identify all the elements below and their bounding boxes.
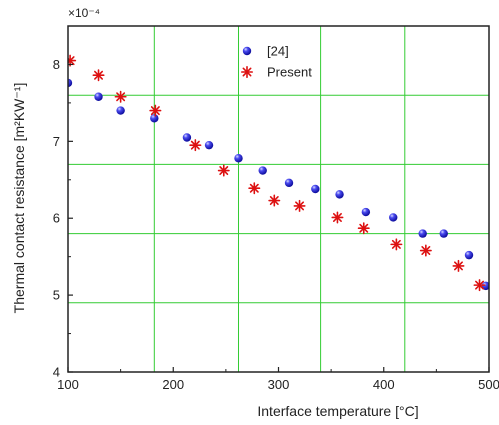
x-tick-label: 100 xyxy=(57,377,79,392)
y-tick-label: 6 xyxy=(53,211,60,226)
x-tick-label: 200 xyxy=(162,377,184,392)
y-tick-label: 4 xyxy=(53,365,60,380)
data-point-present xyxy=(357,222,370,235)
legend-label: [24] xyxy=(267,44,289,59)
data-points xyxy=(68,54,489,292)
legend-marker-ref24 xyxy=(242,46,252,56)
asterisk-stroke xyxy=(295,201,305,211)
y-tick-label: 7 xyxy=(53,134,60,149)
data-point-ref24 xyxy=(284,178,294,188)
data-point-ref24 xyxy=(94,92,103,101)
asterisk-stroke xyxy=(116,92,126,102)
asterisk-stroke xyxy=(391,239,401,249)
data-point-present xyxy=(268,194,281,207)
asterisk-stroke xyxy=(242,67,252,77)
data-point-present xyxy=(189,139,202,152)
asterisk-stroke xyxy=(332,212,342,222)
data-point-ref24 xyxy=(418,229,427,238)
asterisk-stroke xyxy=(421,246,431,255)
data-point-present xyxy=(293,199,306,212)
data-point-ref24 xyxy=(116,106,125,115)
x-tick-label: 300 xyxy=(268,377,290,392)
data-point-ref24 xyxy=(335,190,344,199)
legend-marker-present xyxy=(241,66,253,78)
asterisk-stroke xyxy=(475,280,485,290)
data-point-ref24 xyxy=(234,154,243,163)
asterisk-stroke xyxy=(249,183,259,193)
data-point-ref24 xyxy=(311,184,320,194)
data-point-ref24 xyxy=(182,133,192,142)
data-point-present xyxy=(452,259,465,272)
asterisk-stroke xyxy=(269,196,279,206)
data-point-ref24 xyxy=(464,250,474,260)
asterisk-stroke xyxy=(359,223,369,233)
data-point-ref24 xyxy=(361,207,371,217)
data-point-present xyxy=(92,69,105,82)
y-axis-title: Thermal contact resistance [m²KW⁻¹] xyxy=(11,83,27,314)
data-point-ref24 xyxy=(389,213,398,222)
data-point-ref24 xyxy=(258,166,267,175)
y-tick-label: 8 xyxy=(53,57,60,72)
data-point-present xyxy=(331,211,344,224)
x-tick-label: 400 xyxy=(373,377,395,392)
asterisk-stroke xyxy=(219,166,229,176)
asterisk-stroke xyxy=(68,56,75,64)
data-point-present xyxy=(248,182,261,195)
data-point-ref24 xyxy=(439,229,448,238)
data-point-present xyxy=(419,244,432,257)
x-axis-title: Interface temperature [°C] xyxy=(257,403,418,419)
legend: [24] Present xyxy=(241,44,312,80)
data-point-ref24 xyxy=(204,140,214,150)
data-point-present xyxy=(217,164,230,177)
data-point-present xyxy=(473,279,486,292)
y-multiplier: ×10⁻⁴ xyxy=(68,6,100,20)
axis-ticks: 100 200 300 400 500 4 5 6 7 8 xyxy=(53,57,499,392)
y-tick-label: 5 xyxy=(53,288,60,303)
data-point-present xyxy=(390,238,403,251)
data-point-present xyxy=(114,90,127,103)
legend-label: Present xyxy=(267,65,312,80)
grid-lines xyxy=(68,26,489,372)
asterisk-stroke xyxy=(454,261,463,271)
x-tick-label: 500 xyxy=(478,377,499,392)
data-point-ref24 xyxy=(68,78,73,88)
data-point-present xyxy=(149,104,162,117)
asterisk-stroke xyxy=(94,70,103,80)
asterisk-stroke xyxy=(150,106,160,116)
asterisk-stroke xyxy=(190,140,200,150)
data-point-ref24 xyxy=(150,114,159,123)
